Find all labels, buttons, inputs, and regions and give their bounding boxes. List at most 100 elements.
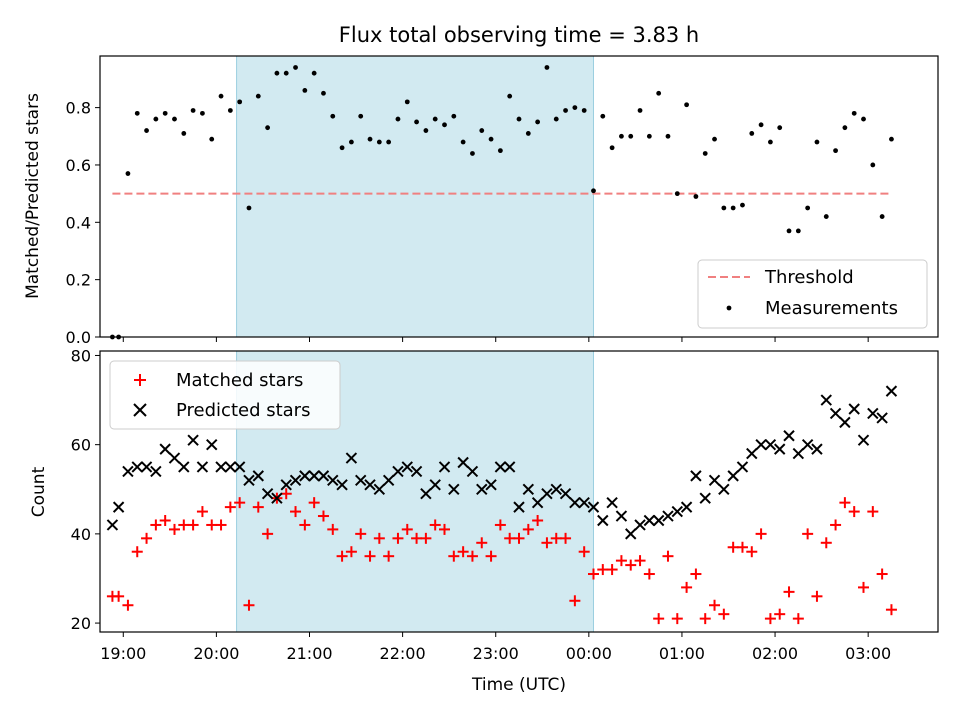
matched-star-point [234, 497, 246, 509]
predicted-star-point [559, 488, 572, 500]
predicted-star-point [867, 407, 879, 420]
measurement-point [646, 133, 652, 139]
matched-star-point [783, 586, 795, 598]
bottom-x-tick-label: 20:00 [193, 644, 239, 663]
matched-star-point [653, 613, 665, 625]
matched-star-point [643, 568, 655, 580]
predicted-star-point [420, 488, 432, 500]
matched-star-point [355, 528, 367, 540]
measurement-point [302, 88, 308, 93]
predicted-star-point [801, 438, 814, 451]
predicted-star-point [652, 514, 665, 527]
top-y-tick-label: 0.0 [66, 328, 91, 347]
matched-star-point [727, 541, 739, 553]
measurement-point [544, 65, 550, 70]
measurement-point [367, 136, 373, 142]
predicted-star-point [317, 470, 330, 482]
predicted-star-point [885, 385, 898, 397]
measurement-point [553, 116, 559, 122]
predicted-star-point [106, 519, 119, 531]
matched-star-point [290, 506, 302, 518]
predicted-star-point [503, 461, 516, 473]
predicted-star-point [746, 447, 758, 460]
matched-star-point [606, 564, 618, 576]
matched-star-point [308, 497, 320, 509]
bottom-x-tick-label: 00:00 [566, 644, 612, 663]
predicted-star-point [224, 461, 237, 473]
predicted-star-point [634, 519, 646, 531]
bottom-legend: Matched stars Predicted stars [109, 360, 341, 430]
matched-star-point [345, 546, 357, 558]
measurement-point [190, 108, 196, 113]
measurement-point [274, 70, 280, 76]
predicted-star-point [457, 456, 469, 469]
matched-star-point [736, 541, 748, 553]
measurement-point [125, 171, 131, 176]
matched-star-point [299, 519, 311, 531]
bottom-x-tick-label: 03:00 [845, 644, 891, 663]
measurement-point [749, 131, 755, 136]
predicted-star-point [392, 465, 404, 478]
measurement-point [805, 205, 811, 211]
bottom-x-axis-label: Time (UTC) [471, 675, 566, 695]
measurement-point [628, 133, 634, 139]
matched-star-point [578, 546, 590, 558]
predicted-star-point [336, 479, 348, 491]
predicted-star-point [261, 488, 274, 500]
measurement-point [358, 113, 364, 119]
matched-star-point [485, 550, 497, 562]
top-panel: 0.00.20.40.60.8 Matched/Predicted stars … [23, 55, 939, 347]
bottom-legend-box [109, 360, 341, 430]
predicted-star-point [140, 461, 153, 473]
matched-star-point [634, 555, 646, 567]
measurement-point [619, 133, 624, 139]
measurement-point [870, 162, 876, 168]
measurement-point [293, 65, 298, 70]
measurement-point [581, 108, 587, 113]
predicted-star-point [131, 461, 143, 473]
predicted-star-point [243, 474, 255, 487]
matched-star-point [867, 506, 879, 518]
matched-star-point [364, 550, 376, 562]
measurement-point [479, 128, 485, 133]
bottom-y-tick-label: 20 [71, 614, 91, 633]
predicted-star-point [364, 479, 376, 491]
measurement-point [712, 136, 717, 142]
measurement-point [851, 110, 857, 116]
figure-title: Flux total observing time = 3.83 h [339, 23, 699, 47]
matched-star-point [885, 604, 897, 616]
predicted-star-point [271, 492, 283, 504]
matched-star-point [392, 532, 404, 544]
measurement-point [637, 108, 643, 113]
top-yticks: 0.0 0.2 0.4 0.6 0.8 [66, 99, 100, 347]
matched-star-point [280, 488, 292, 500]
predicted-star-point [550, 483, 562, 495]
matched-star-point [131, 546, 143, 558]
predicted-star-point [531, 496, 544, 509]
measurement-point [833, 148, 838, 154]
bottom-x-tick-label: 02:00 [752, 644, 798, 663]
predicted-star-point [252, 470, 264, 482]
predicted-star-point [196, 461, 209, 473]
matched-star-point [699, 613, 711, 625]
predicted-star-point [606, 496, 618, 509]
predicted-star-point [736, 461, 749, 473]
measurement-point [237, 99, 243, 105]
matched-star-point [336, 550, 348, 562]
predicted-star-point [643, 514, 656, 527]
measurement-point [721, 205, 727, 211]
matched-star-point [448, 550, 460, 562]
measurement-point [823, 214, 829, 219]
matched-star-point [848, 506, 860, 518]
predicted-star-point [233, 461, 246, 473]
predicted-star-point [811, 443, 823, 455]
predicted-star-point [755, 438, 767, 451]
predicted-star-point [820, 394, 832, 406]
predicted-star-point [466, 465, 479, 478]
measurement-point [172, 116, 177, 122]
matched-star-point [494, 519, 506, 531]
matched-star-point [755, 528, 767, 540]
matched-star-point [141, 532, 153, 544]
matched-star-point [420, 532, 432, 544]
